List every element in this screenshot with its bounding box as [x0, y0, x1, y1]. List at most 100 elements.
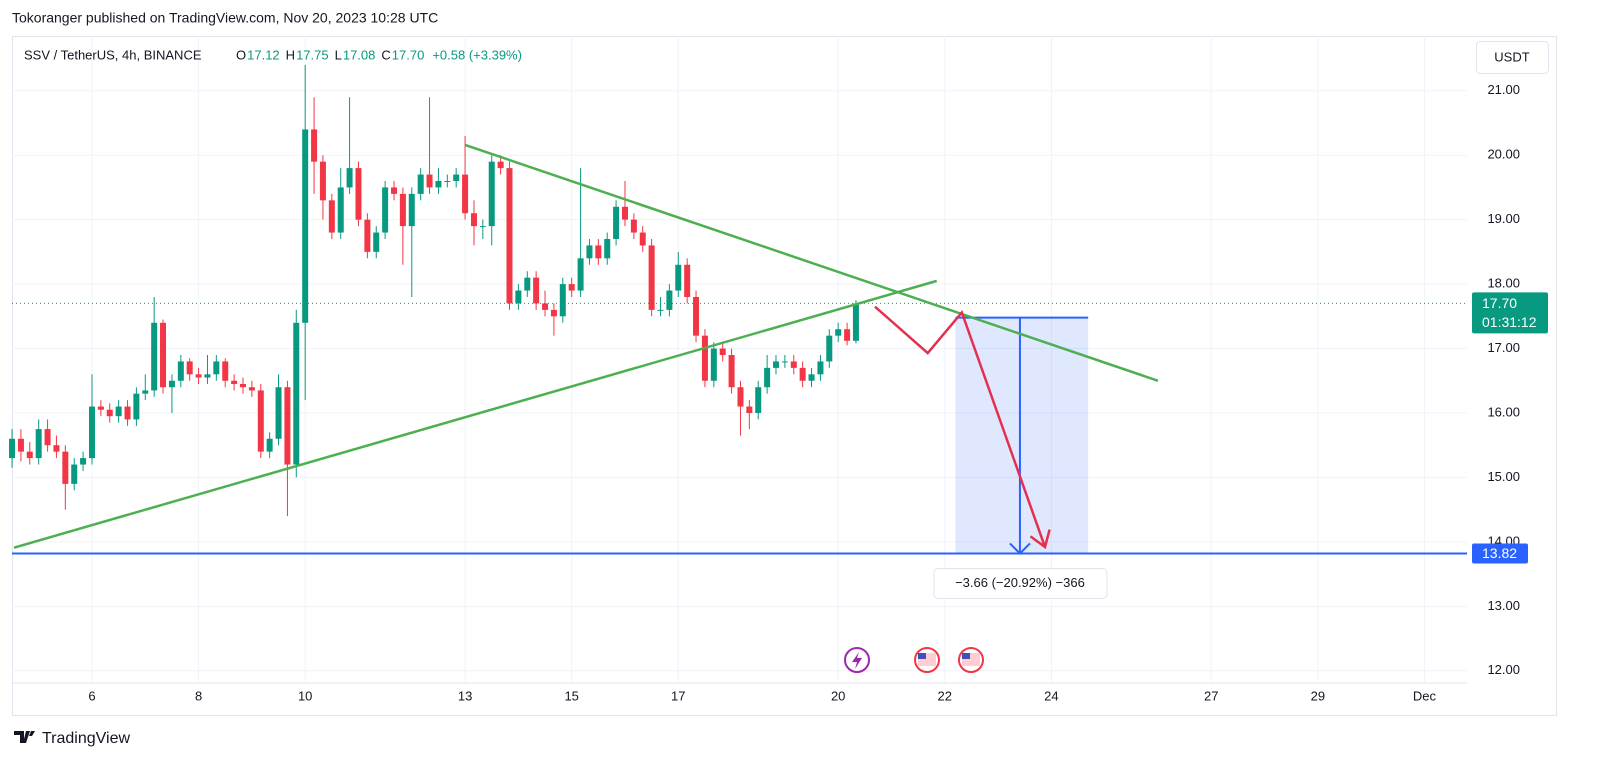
x-tick-label: 6: [88, 688, 95, 703]
candle-body: [177, 361, 184, 381]
x-tick-label: 10: [298, 688, 312, 703]
candle-body: [479, 226, 486, 228]
candle-body: [621, 206, 628, 220]
candle-body: [586, 245, 593, 259]
frame: [12, 36, 1557, 716]
candle-body: [701, 335, 708, 381]
candle-body: [462, 174, 469, 214]
measure-label: −3.66 (−20.92%) −366: [955, 575, 1085, 590]
legend-key: O: [236, 47, 246, 62]
candle-body: [26, 451, 33, 459]
candle-body: [453, 174, 460, 181]
x-tick-label: 27: [1204, 688, 1218, 703]
last-price-label: 17.70: [1482, 295, 1517, 311]
candle-body: [559, 284, 566, 317]
candle-body: [231, 380, 238, 384]
legend-key: L: [335, 47, 342, 62]
countdown: 01:31:12: [1482, 314, 1537, 330]
candle-body: [364, 219, 371, 252]
candle-body: [17, 438, 24, 452]
candle-body: [239, 383, 246, 388]
candle-body: [764, 367, 771, 388]
x-tick-label: 24: [1044, 688, 1058, 703]
y-tick-label: 19.00: [1487, 211, 1520, 226]
candle-body: [213, 361, 220, 375]
candle-body: [852, 303, 859, 341]
candle-body: [391, 187, 398, 194]
x-tick-label: 15: [564, 688, 578, 703]
candle-body: [248, 387, 255, 391]
candle-body: [373, 232, 380, 252]
y-tick-label: 21.00: [1487, 82, 1520, 97]
candle-body: [311, 129, 318, 162]
candle-body: [35, 429, 42, 459]
candle-body: [799, 367, 806, 381]
candle-body: [44, 429, 51, 446]
candle-body: [275, 387, 282, 439]
currency-label: USDT: [1494, 49, 1529, 64]
candle-body: [550, 309, 557, 317]
candle-body: [399, 193, 406, 227]
candle-body: [746, 406, 753, 413]
candle-body: [719, 348, 726, 355]
footer: TradingView: [42, 730, 130, 747]
logo: TradingView: [14, 730, 130, 747]
candle-body: [835, 329, 842, 336]
candle-body: [302, 129, 309, 323]
projection-path: [874, 305, 1047, 548]
candle-body: [151, 322, 158, 391]
candle-body: [337, 187, 344, 233]
legend-key: H: [286, 47, 295, 62]
legend-value: 17.75: [296, 47, 329, 62]
candle-body: [417, 174, 424, 194]
candle-body: [595, 245, 602, 259]
lightning: [852, 652, 862, 669]
last-price-tag: [1472, 292, 1548, 334]
logo-mark: [14, 731, 35, 743]
candle-body: [542, 303, 549, 310]
candle-body: [80, 458, 87, 465]
candle-body: [284, 387, 291, 465]
candle-body: [639, 232, 646, 246]
candle-body: [826, 335, 833, 362]
x-tick-label: 8: [195, 688, 202, 703]
candle-body: [62, 451, 69, 484]
candle-body: [613, 206, 620, 239]
candle-body: [755, 387, 762, 413]
candle-body: [844, 329, 851, 341]
candle-body: [204, 374, 211, 378]
x-tick-label: 20: [831, 688, 845, 703]
candle-body: [53, 445, 60, 452]
y-tick-label: 12.00: [1487, 662, 1520, 677]
y-tick-label: 17.00: [1487, 340, 1520, 355]
candle-body: [772, 361, 779, 368]
candle-body: [444, 180, 451, 182]
candle-body: [817, 361, 824, 375]
candle-body: [630, 219, 637, 233]
currency-button[interactable]: [1476, 41, 1549, 74]
symbol: SSV / TetherUS, 4h, BINANCE: [24, 47, 202, 62]
candle-body: [355, 168, 362, 220]
candle-body: [71, 464, 78, 484]
candle-body: [790, 361, 797, 368]
candle-body: [142, 390, 149, 394]
candle-body: [328, 200, 335, 233]
candle-body: [382, 187, 389, 233]
candle-body: [488, 161, 495, 227]
candle-body: [195, 374, 202, 378]
y-tick-label: 15.00: [1487, 469, 1520, 484]
candle-body: [426, 174, 433, 188]
candle-body: [97, 406, 104, 410]
legend-value: 17.08: [343, 47, 376, 62]
candle-body: [604, 238, 611, 259]
candle-body: [648, 245, 655, 310]
candle-body: [257, 390, 264, 452]
candle-body: [133, 393, 140, 420]
candle-body: [9, 438, 16, 459]
candle-body: [684, 264, 691, 297]
candle-body: [515, 290, 522, 304]
x-tick-label: 29: [1311, 688, 1325, 703]
candle-body: [222, 361, 229, 381]
legend-value: 17.12: [247, 47, 280, 62]
candle-body: [533, 277, 540, 304]
